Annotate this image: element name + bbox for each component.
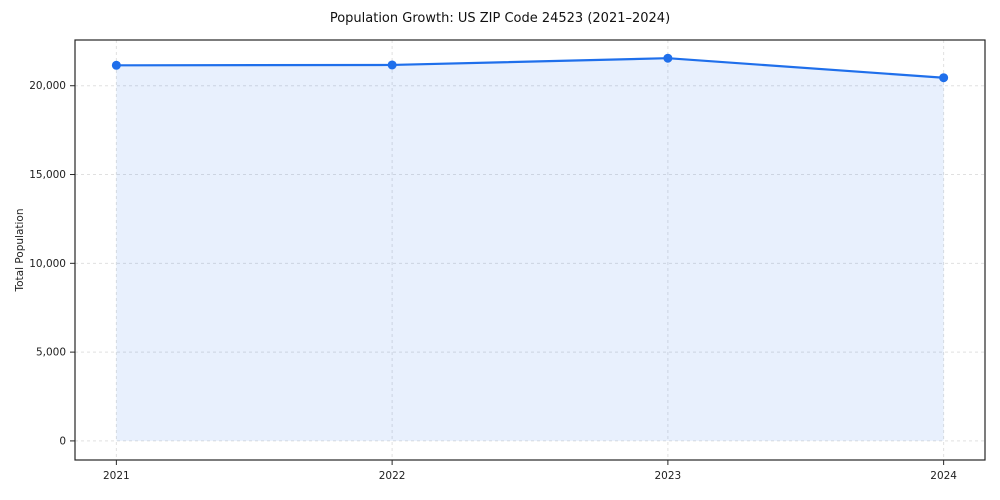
area-fill	[116, 58, 944, 441]
y-tick-label: 20,000	[29, 80, 66, 92]
y-tick-label: 10,000	[29, 258, 66, 270]
x-tick-label: 2023	[655, 470, 682, 482]
data-point-marker	[111, 60, 121, 70]
x-tick-label: 2021	[103, 470, 130, 482]
axes-spines	[74, 39, 986, 461]
y-tick-label: 15,000	[29, 169, 66, 181]
plot-area-background	[75, 40, 985, 460]
y-tick-label: 0	[59, 435, 66, 447]
data-point-marker	[939, 73, 949, 83]
data-point-marker	[387, 60, 397, 70]
population-line	[115, 57, 945, 79]
chart-title: Population Growth: US ZIP Code 24523 (20…	[329, 11, 671, 26]
y-tick-label: 5,000	[36, 347, 66, 359]
x-tick-label: 2022	[379, 470, 406, 482]
x-tick-label: 2024	[930, 470, 957, 482]
data-point-marker	[663, 53, 673, 63]
